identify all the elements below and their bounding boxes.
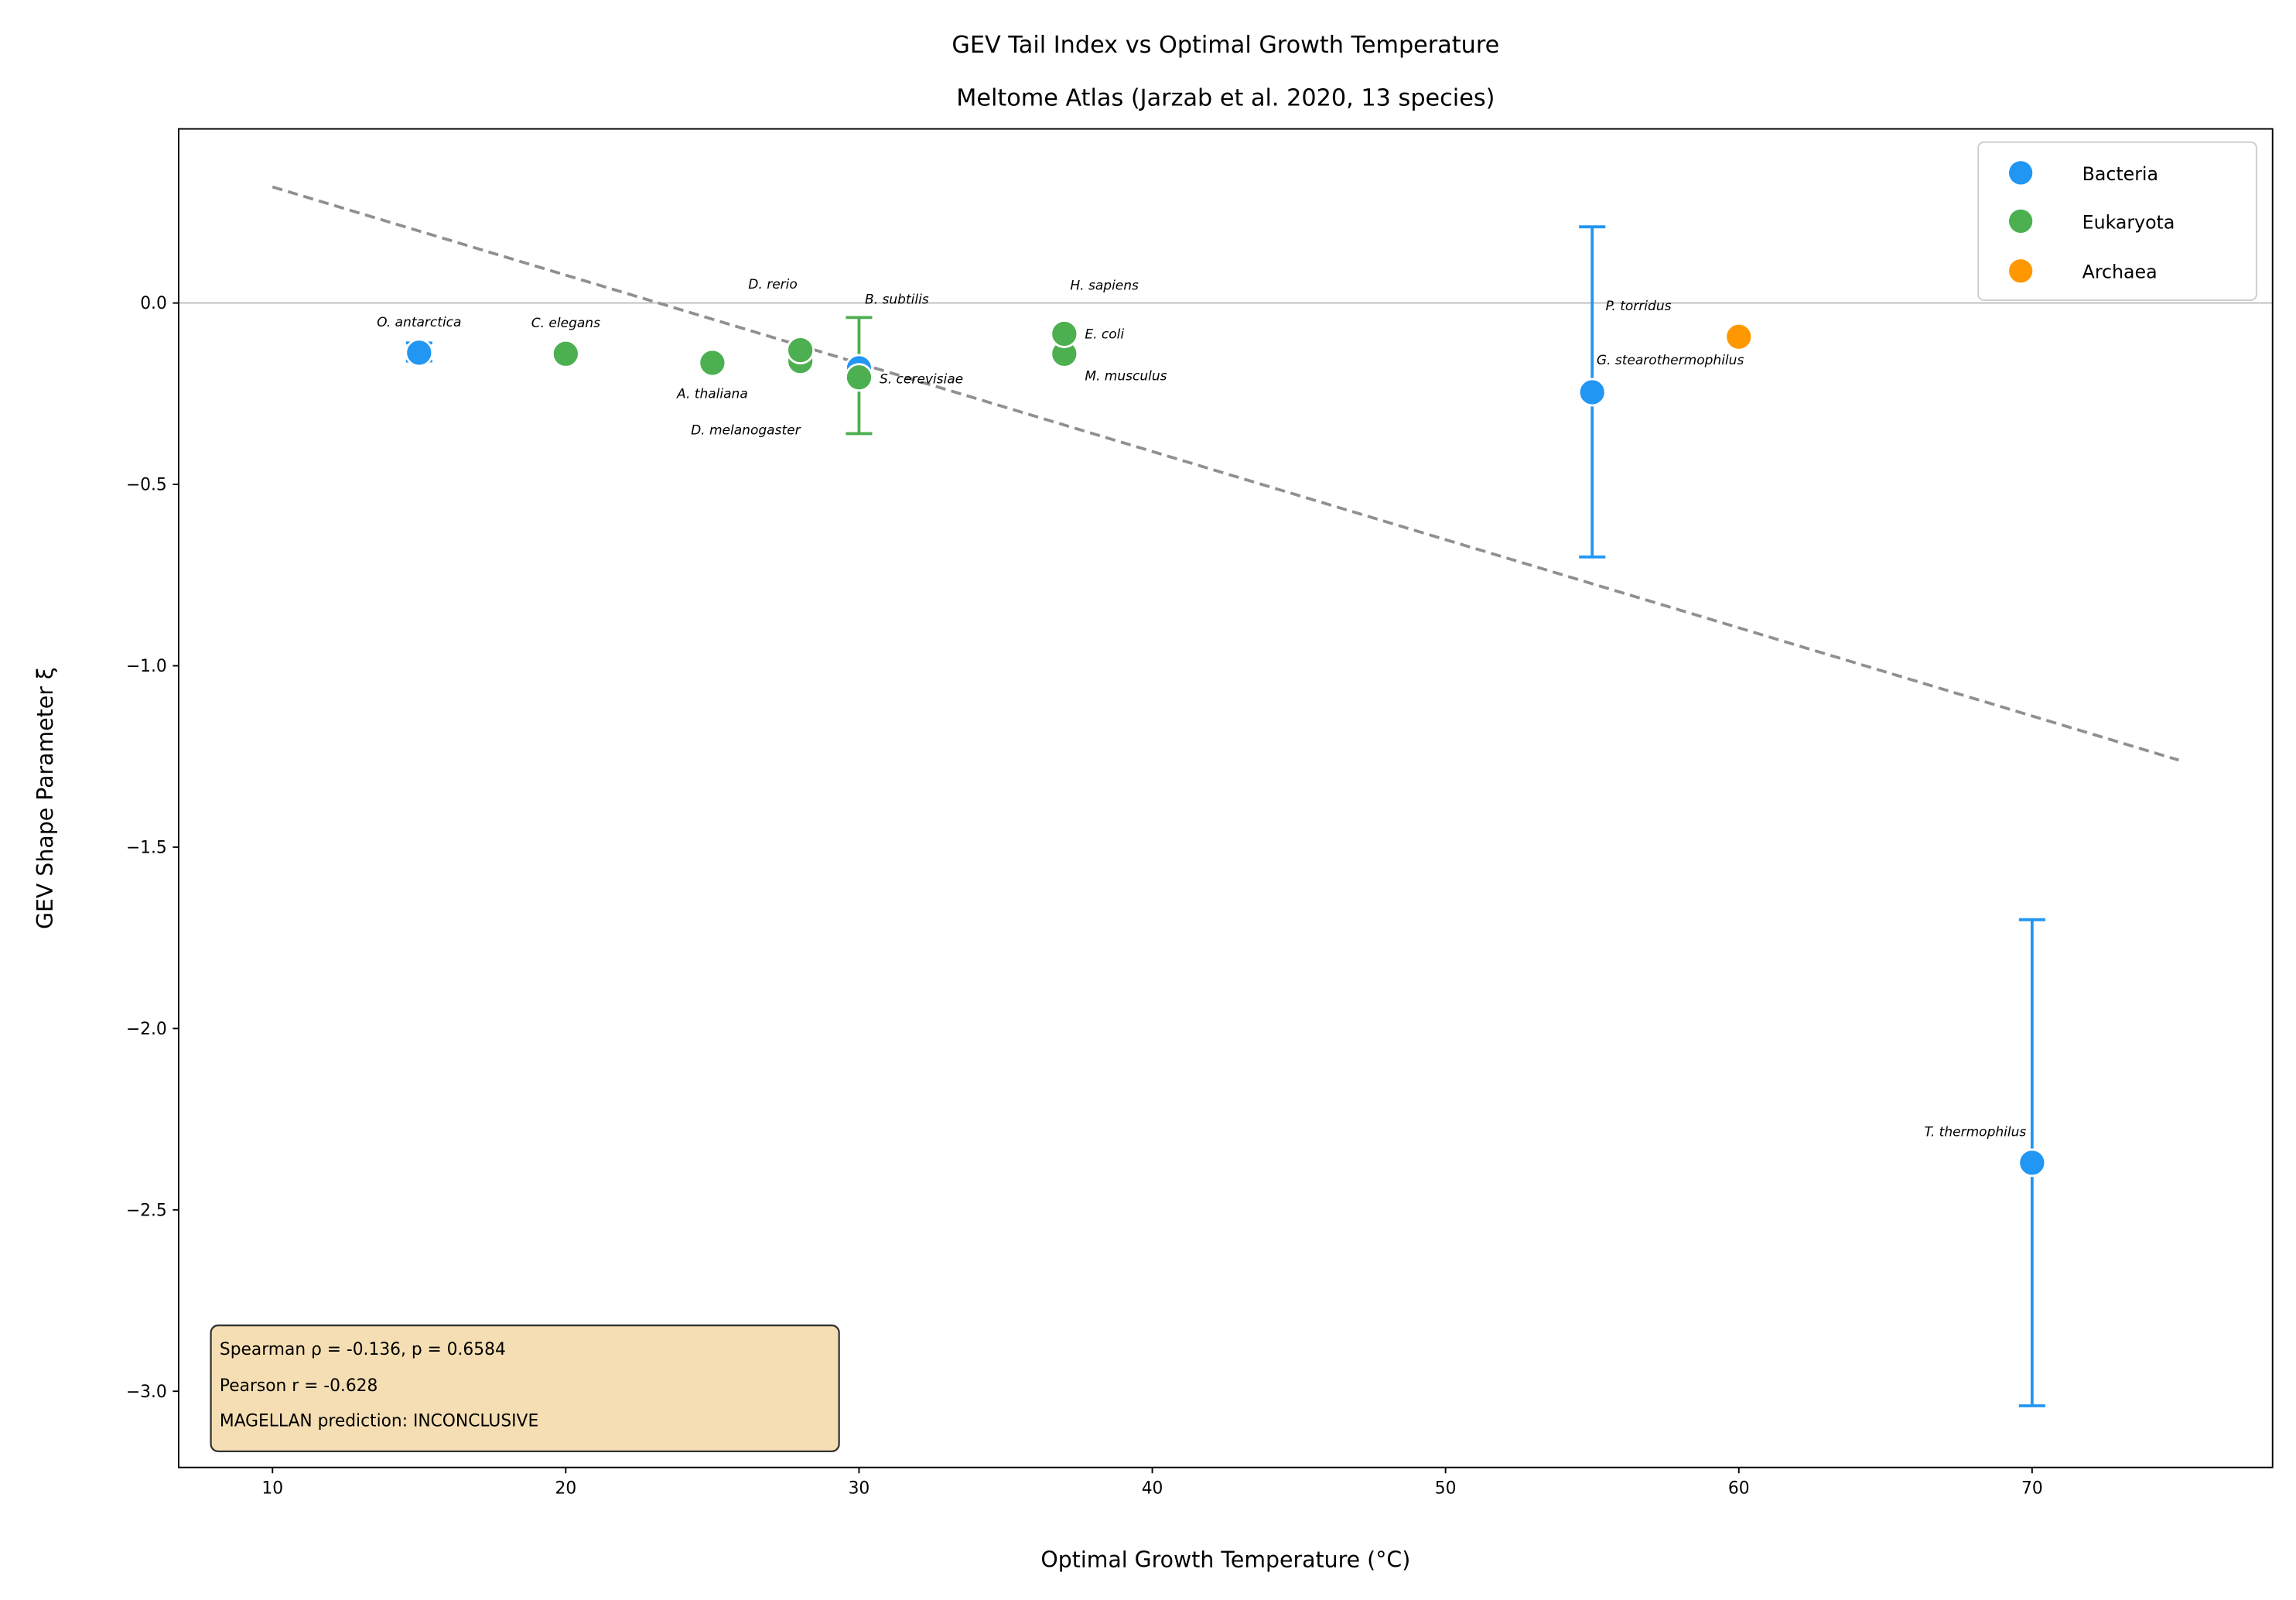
legend-label-archaea: Archaea [2082,262,2158,283]
point-label: S. cerevisiae [880,371,963,387]
stats-spearman: Spearman ρ = -0.136, p = 0.6584 [220,1340,506,1359]
data-point-bacteria [1577,378,1607,407]
point-label: E. coli [1085,327,1124,343]
x-tick-label: 10 [261,1479,283,1499]
point-label: M. musculus [1085,368,1167,384]
y-tick-label: −3.0 [126,1383,167,1402]
stats-pearson: Pearson r = -0.628 [220,1376,378,1396]
data-point-eukaryota [786,336,815,365]
data-point-archaea [1724,322,1754,351]
point-label: C. elegans [531,316,600,331]
point-label: T. thermophilus [1924,1125,2026,1140]
stats-prediction: MAGELLAN prediction: INCONCLUSIVE [220,1412,538,1431]
y-tick-label: −2.5 [126,1201,167,1220]
x-tick-label: 70 [2021,1479,2043,1499]
point-label: G. stearothermophilus [1597,353,1744,368]
chart-subtitle: Meltome Atlas (Jarzab et al. 2020, 13 sp… [956,84,1495,111]
data-point-bacteria [2018,1148,2047,1178]
y-tick-label: 0.0 [140,294,167,313]
stats-annotation-box: Spearman ρ = -0.136, p = 0.6584 Pearson … [210,1324,840,1452]
point-label: A. thaliana [676,386,748,402]
point-label: H. sapiens [1070,279,1139,294]
legend-frame [1977,141,2257,302]
legend-marker-eukaryota [2009,209,2033,233]
data-point-eukaryota [1050,320,1079,348]
x-tick-label: 60 [1728,1479,1750,1499]
x-tick-label: 20 [555,1479,576,1499]
legend-label-bacteria: Bacteria [2082,163,2158,185]
y-tick-label: −2.0 [126,1020,167,1039]
point-label: O. antarctica [377,315,461,330]
x-tick-label: 40 [1142,1479,1163,1499]
data-point-eukaryota [698,348,727,378]
data-point-bacteria [405,338,434,368]
stats-box-background [210,1324,840,1452]
legend: Bacteria Eukaryota Archaea [1977,141,2257,302]
trend-line [272,185,2179,762]
point-label: P. torridus [1605,299,1671,314]
axes-frame [177,128,2274,1468]
y-tick-label: −1.0 [126,657,167,676]
legend-marker-archaea [2009,259,2033,283]
x-tick-label: 50 [1435,1479,1457,1499]
chart-title: GEV Tail Index vs Optimal Growth Tempera… [952,32,1499,59]
data-point-eukaryota [844,363,873,392]
point-label: D. rerio [748,277,798,292]
data-point-eukaryota [551,339,580,368]
x-tick-label: 30 [849,1479,870,1499]
x-axis-label: Optimal Growth Temperature (°C) [1040,1547,1410,1572]
y-axis-label: GEV Shape Parameter ξ [32,667,58,929]
legend-marker-bacteria [2009,161,2033,185]
y-tick-label: −1.5 [126,839,167,858]
point-label: B. subtilis [865,292,929,308]
point-label: D. melanogaster [691,422,801,438]
legend-label-eukaryota: Eukaryota [2082,211,2175,233]
y-tick-label: −0.5 [126,476,167,495]
